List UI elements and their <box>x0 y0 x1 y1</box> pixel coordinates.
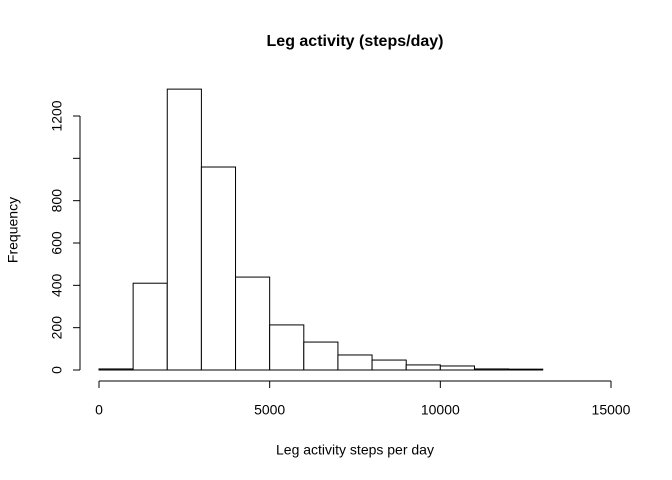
y-tick-label: 400 <box>49 273 65 297</box>
bar <box>166 88 202 371</box>
x-tick-label: 5000 <box>254 402 285 418</box>
x-axis-label: Leg activity steps per day <box>276 442 434 458</box>
bar <box>235 276 271 371</box>
x-tick-label: 10000 <box>421 402 460 418</box>
y-tick-label: 200 <box>49 316 65 340</box>
y-tick-label: 0 <box>49 366 65 374</box>
y-tick-label: 1200 <box>49 100 65 131</box>
bar <box>98 368 134 371</box>
chart-title: Leg activity (steps/day) <box>267 33 444 50</box>
bar <box>371 359 407 371</box>
y-tick-label: 600 <box>49 231 65 255</box>
bar <box>405 364 441 371</box>
bar <box>303 341 339 371</box>
x-tick-label: 15000 <box>592 402 631 418</box>
bar <box>200 166 237 371</box>
bar <box>337 354 373 371</box>
bar <box>439 365 475 371</box>
y-tick-label: 800 <box>49 189 65 213</box>
bar <box>473 368 510 371</box>
bar <box>132 282 168 371</box>
x-tick-label: 0 <box>95 402 103 418</box>
y-axis-label: Frequency <box>5 197 21 263</box>
bar <box>508 368 544 371</box>
bar <box>269 324 305 371</box>
